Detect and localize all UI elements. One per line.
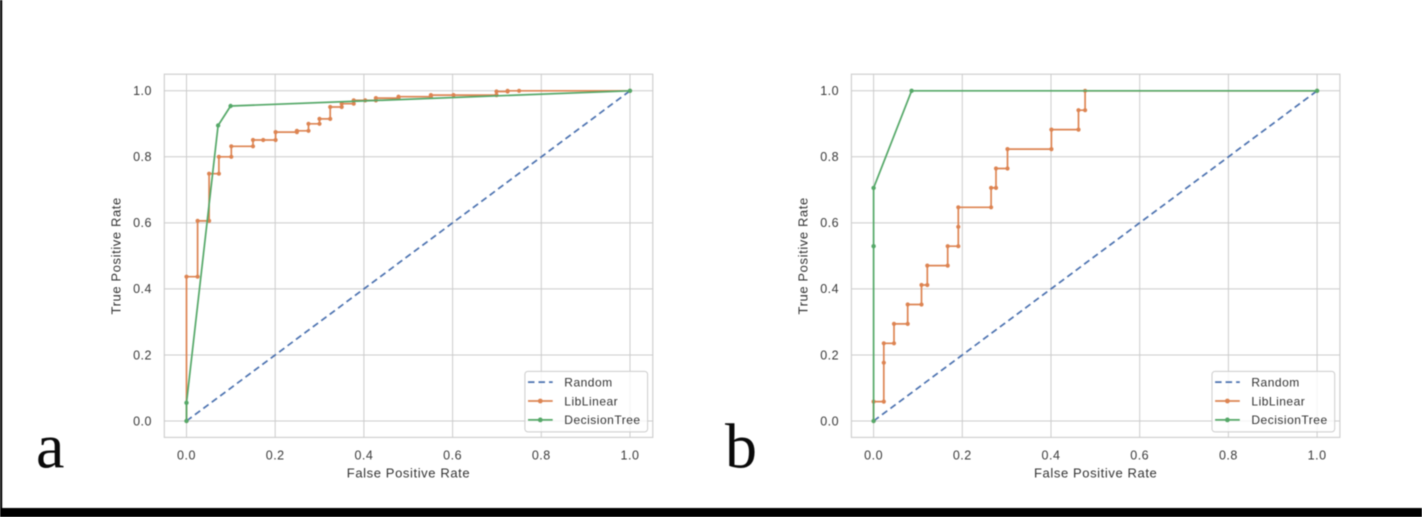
svg-text:False Positive Rate: False Positive Rate: [1034, 466, 1157, 481]
svg-text:0.0: 0.0: [820, 414, 839, 428]
svg-text:0.6: 0.6: [443, 449, 462, 463]
svg-text:False Positive Rate: False Positive Rate: [347, 466, 470, 481]
svg-text:0.2: 0.2: [953, 449, 972, 463]
svg-text:a: a: [36, 411, 64, 482]
svg-text:DecisionTree: DecisionTree: [564, 413, 640, 427]
svg-text:LibLinear: LibLinear: [1251, 394, 1305, 408]
svg-text:0.4: 0.4: [820, 282, 839, 296]
svg-text:1.0: 1.0: [133, 84, 152, 98]
svg-text:True Positive Rate: True Positive Rate: [796, 197, 811, 314]
svg-text:Random: Random: [564, 375, 612, 389]
svg-text:1.0: 1.0: [621, 449, 640, 463]
svg-text:1.0: 1.0: [820, 84, 839, 98]
svg-text:Random: Random: [1251, 375, 1299, 389]
svg-text:0.2: 0.2: [820, 348, 839, 362]
svg-text:0.6: 0.6: [133, 216, 152, 230]
svg-text:0.0: 0.0: [177, 449, 196, 463]
svg-text:0.2: 0.2: [133, 348, 152, 362]
svg-text:0.0: 0.0: [864, 449, 883, 463]
svg-text:0.6: 0.6: [820, 216, 839, 230]
svg-text:0.8: 0.8: [133, 150, 152, 164]
svg-text:0.8: 0.8: [820, 150, 839, 164]
svg-text:DecisionTree: DecisionTree: [1251, 413, 1327, 427]
svg-text:0.2: 0.2: [266, 449, 285, 463]
svg-text:LibLinear: LibLinear: [564, 394, 618, 408]
svg-text:True Positive Rate: True Positive Rate: [109, 197, 124, 314]
svg-text:0.4: 0.4: [133, 282, 152, 296]
svg-text:0.8: 0.8: [532, 449, 551, 463]
svg-text:0.8: 0.8: [1219, 449, 1238, 463]
svg-text:0.4: 0.4: [354, 449, 373, 463]
svg-text:0.0: 0.0: [133, 414, 152, 428]
svg-text:0.4: 0.4: [1042, 449, 1061, 463]
svg-text:1.0: 1.0: [1308, 449, 1327, 463]
svg-text:b: b: [725, 411, 757, 482]
svg-text:0.6: 0.6: [1130, 449, 1149, 463]
